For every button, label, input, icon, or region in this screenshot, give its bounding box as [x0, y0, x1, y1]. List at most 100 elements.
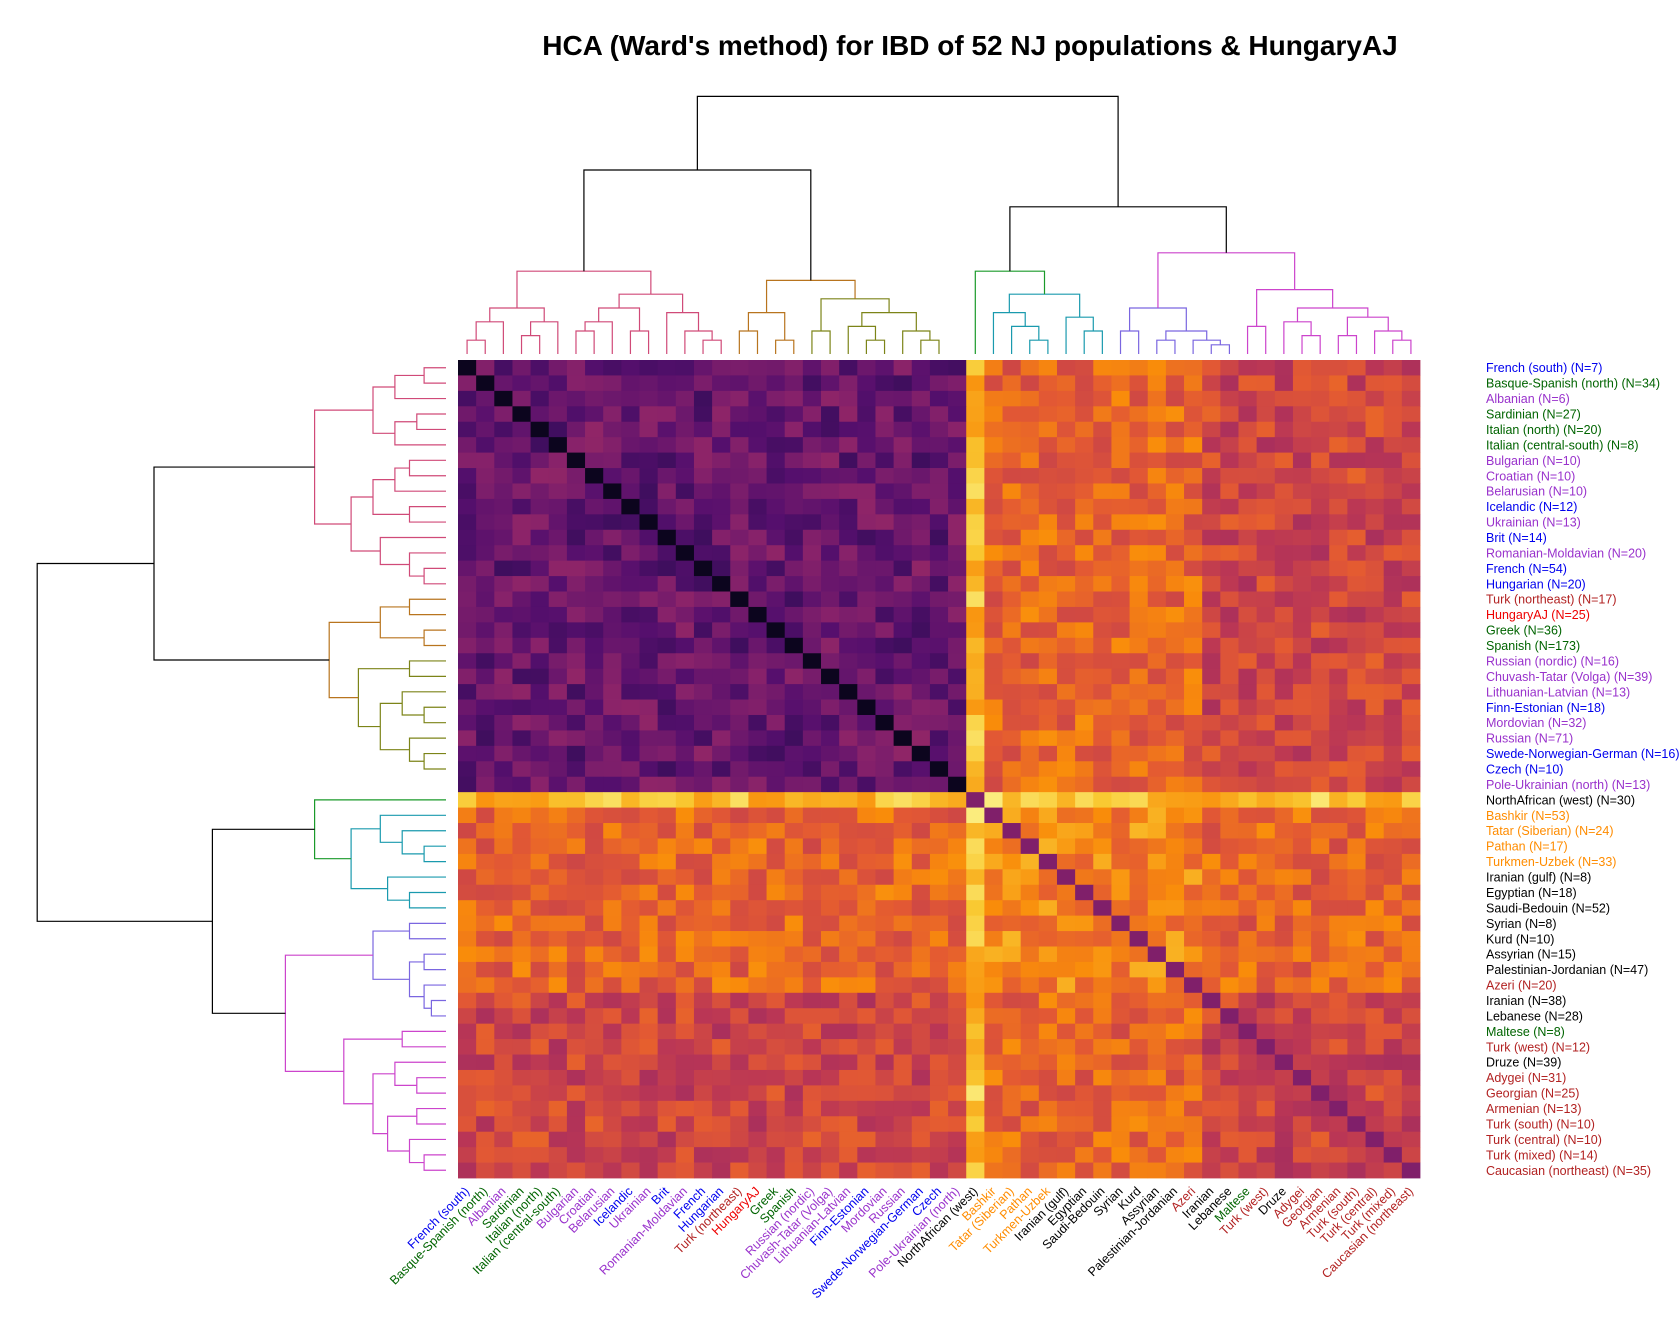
heatmap-cell [1147, 1069, 1167, 1086]
heatmap-cell [566, 452, 586, 469]
heatmap-cell [712, 468, 731, 484]
heatmap-cell [1292, 606, 1312, 623]
heatmap-cell [621, 498, 640, 515]
heatmap-cell [657, 1131, 677, 1148]
heatmap-cell [1365, 838, 1385, 855]
heatmap-cell [1202, 1023, 1221, 1040]
heatmap-cell [639, 823, 659, 839]
dendrogram-link [684, 330, 713, 354]
heatmap-cell [1238, 1116, 1258, 1133]
heatmap-cell [1383, 745, 1403, 762]
heatmap-cell [1111, 1085, 1130, 1102]
heatmap-cell [1365, 884, 1385, 901]
heatmap-cell [929, 776, 949, 793]
heatmap-cell [494, 1039, 513, 1055]
heatmap-cell [1147, 360, 1167, 376]
heatmap-cell [821, 591, 840, 608]
heatmap-cell [1038, 390, 1058, 407]
heatmap-cell [566, 653, 586, 670]
heatmap-cell [1401, 869, 1421, 886]
heatmap-cell [530, 761, 550, 778]
heatmap-cell [984, 468, 1003, 484]
heatmap-cell [675, 977, 695, 994]
heatmap-cell [857, 483, 876, 500]
heatmap-cell [1093, 684, 1112, 700]
heatmap-cell [730, 545, 749, 562]
heatmap-cell [1056, 1131, 1076, 1148]
dendrogram-link [372, 930, 410, 980]
heatmap-cell [748, 915, 767, 932]
heatmap-cell [929, 961, 949, 978]
heatmap-cell [1147, 1039, 1167, 1055]
heatmap-cell [1274, 807, 1294, 824]
heatmap-cell [1274, 745, 1294, 762]
heatmap-cell [893, 622, 913, 639]
heatmap-cell [657, 1008, 677, 1025]
heatmap-cell [548, 931, 568, 947]
heatmap-cell [1093, 714, 1112, 731]
heatmap-cell [1202, 545, 1221, 562]
heatmap-cell [839, 437, 858, 453]
heatmap-cell [730, 591, 749, 608]
heatmap-cell [1075, 1054, 1094, 1071]
heatmap-cell [639, 1023, 659, 1040]
heatmap-cell [1329, 684, 1348, 700]
heatmap-cell [458, 421, 477, 438]
heatmap-cell [857, 714, 876, 731]
heatmap-cell [730, 884, 749, 901]
heatmap-cell [693, 977, 713, 994]
heatmap-cell [1075, 1085, 1094, 1102]
heatmap-cell [1365, 668, 1385, 685]
heatmap-cell [1020, 1131, 1040, 1148]
heatmap-cell [966, 1069, 985, 1086]
heatmap-cell [657, 761, 677, 778]
row-label: Czech (N=10) [1486, 763, 1563, 777]
heatmap-cell [1038, 730, 1058, 747]
heatmap-cell [1020, 915, 1040, 932]
heatmap-cell [530, 452, 550, 469]
heatmap-cell [929, 1162, 949, 1179]
heatmap-cell [1238, 823, 1258, 839]
heatmap-cell [911, 900, 931, 917]
heatmap-cell [1202, 637, 1221, 654]
heatmap-cell [639, 483, 659, 500]
heatmap-cell [1184, 437, 1203, 453]
heatmap-cell [1038, 668, 1058, 685]
heatmap-cell [548, 498, 568, 515]
row-label: Lithuanian-Latvian (N=13) [1486, 685, 1630, 699]
heatmap-cell [966, 869, 985, 886]
heatmap-cell [657, 452, 677, 469]
heatmap-cell [639, 977, 659, 994]
heatmap-cell [784, 823, 804, 839]
heatmap-cell [476, 1054, 495, 1071]
heatmap-cell [1129, 699, 1149, 716]
heatmap-cell [948, 823, 967, 839]
heatmap-cell [748, 977, 767, 994]
heatmap-cell [1056, 653, 1076, 670]
heatmap-cell [784, 529, 804, 546]
heatmap-cell [875, 792, 895, 808]
heatmap-cell [1347, 483, 1366, 500]
heatmap-cell [911, 869, 931, 886]
heatmap-cell [585, 1100, 604, 1117]
heatmap-cell [675, 437, 695, 453]
heatmap-cell [1383, 421, 1403, 438]
heatmap-cell [1093, 560, 1112, 577]
heatmap-cell [585, 915, 604, 932]
heatmap-cell [1184, 792, 1203, 808]
heatmap-cell [494, 946, 513, 963]
heatmap-cell [1238, 421, 1258, 438]
row-label: Syrian (N=8) [1486, 917, 1557, 931]
heatmap-cell [1274, 622, 1294, 639]
dendrogram-link [865, 339, 886, 354]
heatmap-cell [639, 900, 659, 917]
heatmap-cell [657, 915, 677, 932]
heatmap-cell [784, 745, 804, 762]
heatmap-cell [948, 498, 967, 515]
heatmap-cell [657, 684, 677, 700]
heatmap-cell [1002, 823, 1022, 839]
dendrogram-link [408, 922, 446, 940]
heatmap-cell [1202, 653, 1221, 670]
heatmap-cell [1347, 761, 1366, 778]
heatmap-cell [1238, 468, 1258, 484]
